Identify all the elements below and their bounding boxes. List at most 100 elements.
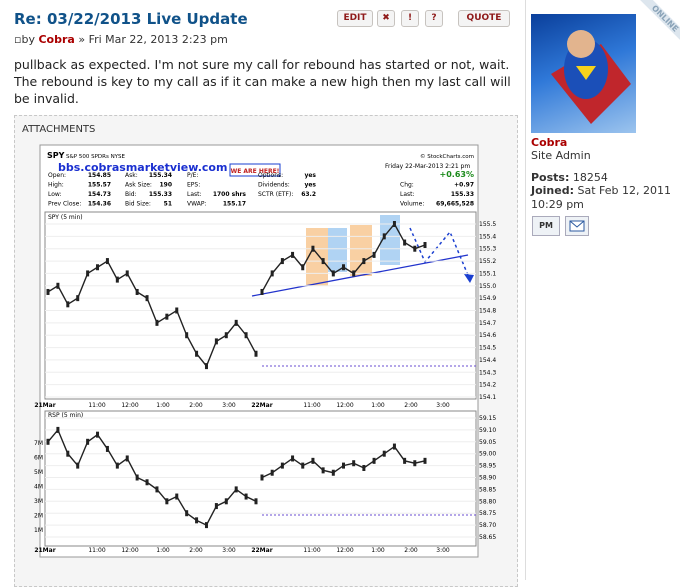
candle <box>301 462 305 469</box>
price-panel <box>44 211 477 400</box>
candle <box>125 455 129 462</box>
stat-value: yes <box>304 172 316 179</box>
candle <box>46 438 50 445</box>
x-tick-label: 3:00 <box>436 547 450 554</box>
stat-label: Ask: <box>125 172 138 179</box>
candle <box>372 251 376 258</box>
price-line <box>47 428 257 527</box>
stat-value: 155.34 <box>149 172 172 179</box>
candle <box>185 510 189 517</box>
candle <box>175 493 179 500</box>
x-tick-label: 2:00 <box>404 547 418 554</box>
candle <box>342 462 345 469</box>
x-tick-label: 12:00 <box>336 547 353 554</box>
edit-button[interactable]: EDIT <box>337 10 373 27</box>
stat-label: Ask Size: <box>125 182 152 189</box>
quote-button[interactable]: QUOTE <box>458 10 510 27</box>
candle <box>204 363 208 370</box>
delete-button[interactable]: ✖ <box>377 10 395 27</box>
arrow-head <box>464 274 474 283</box>
pm-button[interactable]: PM <box>532 216 560 236</box>
stat-label: Chg: <box>400 182 414 189</box>
candle <box>115 462 119 469</box>
candle <box>145 479 149 486</box>
avatar[interactable] <box>531 14 636 133</box>
envelope-flap <box>569 220 585 228</box>
candle <box>96 264 100 271</box>
candle <box>165 313 169 320</box>
info-button[interactable]: ? <box>425 10 443 27</box>
post-icon: ▫ <box>14 33 22 46</box>
author[interactable]: Cobra <box>38 33 75 46</box>
candle <box>352 460 356 467</box>
candle <box>352 270 356 277</box>
highlight-box <box>306 228 328 286</box>
badge-box <box>229 163 281 177</box>
stat-value: +0.97 <box>454 182 474 189</box>
stat-label: Bid Size: <box>125 201 151 208</box>
email-button[interactable] <box>565 216 589 236</box>
x-tick-label: 22Mar <box>251 547 272 554</box>
x-tick-label: 22Mar <box>251 402 272 409</box>
volume-tick-label: 7M <box>34 440 43 447</box>
stat-label: Last: <box>187 191 202 198</box>
volume-tick-label: 2M <box>34 513 43 520</box>
posts-count[interactable]: 18254 <box>572 171 608 184</box>
x-tick-label: 21Mar <box>34 547 55 554</box>
post-date: Fri Mar 22, 2013 2:23 pm <box>88 33 228 46</box>
y-tick-label: 154.9 <box>479 295 496 302</box>
y-tick-label: 154.3 <box>479 369 496 376</box>
post-title[interactable]: Re: 03/22/2013 Live Update <box>14 10 248 28</box>
candle <box>86 270 90 277</box>
stat-value: 51 <box>164 201 172 208</box>
post-body: pullback as expected. I'm not sure my ca… <box>14 57 511 106</box>
x-tick-label: 11:00 <box>88 547 105 554</box>
stat-value: 155.57 <box>88 182 111 189</box>
candle <box>342 264 345 271</box>
stat-label: EPS: <box>187 182 200 189</box>
avatar-art <box>551 30 631 124</box>
stat-value: 154.73 <box>88 191 111 198</box>
candle <box>125 270 129 277</box>
candle <box>66 450 70 457</box>
x-tick-label: 1:00 <box>371 402 385 409</box>
y-tick-label: 155.2 <box>479 258 496 265</box>
joined-line: Joined: Sat Feb 12, 2011 10:29 pm <box>531 184 671 212</box>
candle <box>413 245 417 252</box>
stat-value: 154.85 <box>88 172 111 179</box>
candle <box>86 438 90 445</box>
candle <box>135 288 139 295</box>
stat-label: Low: <box>48 191 62 198</box>
report-button[interactable]: ! <box>401 10 419 27</box>
y-tick-label: 154.7 <box>479 320 496 327</box>
y-tick-label: 154.8 <box>479 308 496 315</box>
candle <box>331 270 335 277</box>
x-tick-label: 2:00 <box>189 402 203 409</box>
candle <box>214 338 218 345</box>
y-tick-label: 58.95 <box>479 463 496 470</box>
y-tick-label: 155.5 <box>479 221 496 228</box>
joined-date: Sat Feb 12, 2011 10:29 pm <box>531 184 671 211</box>
badge: WE ARE HERE! <box>231 168 280 175</box>
stat-label: Last: <box>400 191 415 198</box>
candle <box>175 307 179 314</box>
stat-label: Prev Close: <box>48 201 81 208</box>
stat-value: 63.2 <box>301 191 316 198</box>
x-tick-label: 2:00 <box>189 547 203 554</box>
y-tick-label: 155.0 <box>479 283 496 290</box>
y-tick-label: 154.4 <box>479 357 496 364</box>
candle <box>96 431 100 438</box>
candle <box>382 233 386 240</box>
timestamp: Friday 22-Mar-2013 2:21 pm <box>385 163 470 170</box>
by-label: by <box>21 33 35 46</box>
profile-name[interactable]: Cobra <box>531 136 568 149</box>
posts-line: Posts: 18254 <box>531 171 608 184</box>
stat-label: Volume: <box>400 201 424 208</box>
candle <box>145 295 149 302</box>
candle <box>280 462 284 469</box>
stat-label: Options: <box>258 172 283 179</box>
candle <box>195 517 199 524</box>
x-tick-label: 1:00 <box>156 547 170 554</box>
